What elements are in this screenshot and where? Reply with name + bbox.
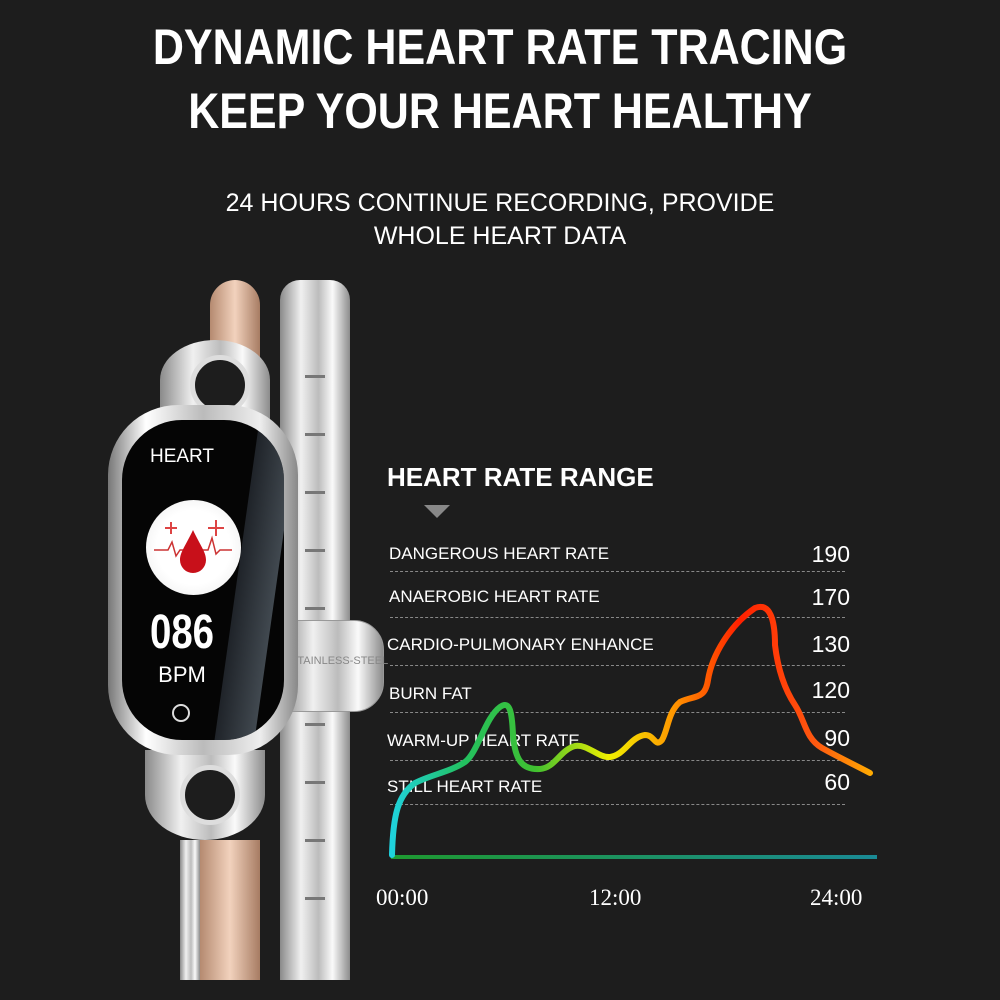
- bpm-unit: BPM: [158, 662, 206, 687]
- zone-divider: [390, 712, 845, 713]
- zone-divider: [390, 760, 845, 761]
- zone-value-dangerous: 190: [811, 541, 850, 567]
- clasp: [282, 620, 384, 712]
- zone-divider: [390, 571, 845, 572]
- screen-title: HEART: [149, 446, 215, 467]
- zone-label-still: STILL HEART RATE: [387, 777, 543, 796]
- zone-label-dangerous: DANGEROUS HEART RATE: [389, 544, 610, 563]
- watch-screen: HEART 086 BPM: [122, 420, 284, 740]
- zone-label-anaerobic: ANAEROBIC HEART RATE: [389, 587, 600, 606]
- zone-divider: [390, 617, 845, 618]
- clasp-engraving: STAINLESS-STEEL: [290, 655, 389, 667]
- headline-line-2: KEEP YOUR HEART HEALTHY: [188, 83, 812, 139]
- zone-label-warm-up: WARM-UP HEART RATE: [387, 731, 580, 750]
- zone-value-cardio: 130: [811, 631, 850, 657]
- down-arrow-icon: [424, 505, 450, 518]
- blood-drop-icon: [180, 530, 206, 573]
- zone-value-still: 60: [824, 769, 850, 795]
- plus-icon: [165, 520, 224, 536]
- zone-label-cardio: CARDIO-PULMONARY ENHANCE: [387, 635, 654, 654]
- chart-title: HEART RATE RANGE: [387, 462, 654, 492]
- subheadline-line-1: 24 HOURS CONTINUE RECORDING, PROVIDE: [225, 189, 775, 217]
- headline-line-1: DYNAMIC HEART RATE TRACING: [152, 19, 848, 75]
- x-tick-mid: 12:00: [589, 885, 642, 910]
- heart-rate-icon: [146, 500, 241, 595]
- zone-value-burn-fat: 120: [811, 677, 850, 703]
- zone-label-burn-fat: BURN FAT: [389, 684, 472, 703]
- x-tick-start: 00:00: [376, 885, 429, 910]
- smartwatch-image: STAINLESS-STEEL HEART 086 BPM: [100, 280, 390, 980]
- home-button-icon[interactable]: [172, 704, 190, 722]
- zone-divider: [390, 665, 845, 666]
- subheadline-line-2: WHOLE HEART DATA: [373, 222, 627, 250]
- zone-value-anaerobic: 170: [811, 584, 850, 610]
- zone-divider: [390, 804, 845, 805]
- x-tick-end: 24:00: [810, 885, 863, 910]
- zone-value-warm-up: 90: [824, 725, 850, 751]
- bpm-value: 086: [149, 606, 215, 659]
